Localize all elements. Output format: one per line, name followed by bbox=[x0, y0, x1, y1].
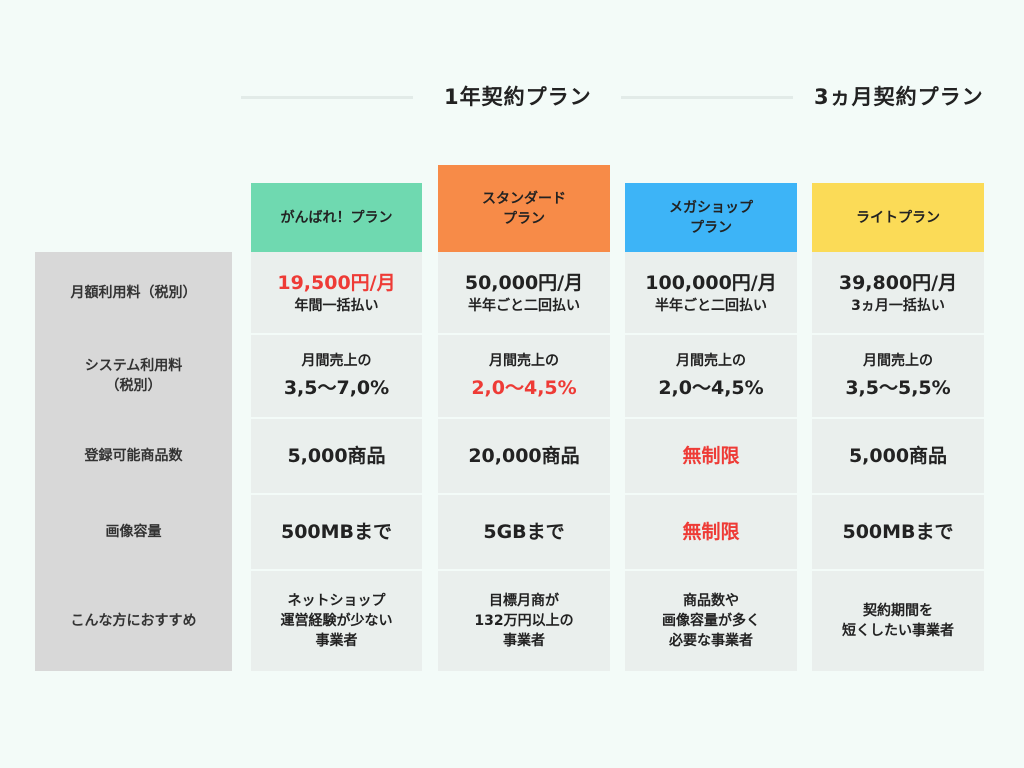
plan-header-standard: スタンダード プラン bbox=[438, 165, 610, 252]
ganbare-monthly-note: 年間一括払い bbox=[294, 297, 379, 314]
cell-lite-recommended: 契約期間を 短くしたい事業者 bbox=[812, 571, 984, 671]
cell-standard-items: 20,000商品 bbox=[438, 419, 610, 493]
plan-name-standard-1: スタンダード bbox=[482, 190, 566, 207]
cell-megashop-recommended: 商品数や 画像容量が多く 必要な事業者 bbox=[625, 571, 797, 671]
annual-group-line-right bbox=[621, 96, 793, 99]
ganbare-items: 5,000商品 bbox=[287, 445, 386, 467]
ganbare-system-rate: 3,5〜7,0% bbox=[283, 377, 390, 399]
plan-name-lite: ライトプラン bbox=[856, 209, 940, 226]
cell-ganbare-recommended: ネットショップ 運営経験が少ない 事業者 bbox=[251, 571, 422, 671]
standard-items: 20,000商品 bbox=[468, 445, 580, 467]
cell-ganbare-images: 500MBまで bbox=[251, 495, 422, 569]
lite-images: 500MBまで bbox=[842, 521, 954, 543]
standard-rec-1: 目標月商が bbox=[489, 593, 559, 609]
annual-group-line-left bbox=[241, 96, 413, 99]
plan-name-standard-2: プラン bbox=[503, 210, 545, 227]
row-label-recommended: こんな方におすすめ bbox=[70, 613, 197, 629]
row-label-images: 画像容量 bbox=[105, 524, 162, 540]
lite-rec-1: 契約期間を bbox=[863, 603, 933, 619]
quarter-plan-heading: 3ヵ月契約プラン bbox=[814, 85, 984, 109]
lite-system-note: 月間売上の bbox=[863, 353, 933, 369]
plan-header-megashop: メガショップ プラン bbox=[625, 183, 797, 252]
megashop-rec-3: 必要な事業者 bbox=[669, 633, 753, 649]
cell-standard-images: 5GBまで bbox=[438, 495, 610, 569]
lite-system-rate: 3,5〜5,5% bbox=[845, 377, 951, 399]
ganbare-images: 500MBまで bbox=[280, 521, 393, 543]
megashop-items: 無制限 bbox=[682, 445, 740, 467]
cell-megashop-system: 月間売上の 2,0〜4,5% bbox=[625, 335, 797, 417]
standard-rec-2: 132万円以上の bbox=[474, 613, 574, 629]
cell-standard-recommended: 目標月商が 132万円以上の 事業者 bbox=[438, 571, 610, 671]
lite-rec-2: 短くしたい事業者 bbox=[842, 623, 954, 639]
ganbare-rec-3: 事業者 bbox=[315, 633, 358, 649]
cell-ganbare-system: 月間売上の 3,5〜7,0% bbox=[251, 335, 422, 417]
row-label-items: 登録可能商品数 bbox=[84, 448, 183, 464]
ganbare-rec-2: 運営経験が少ない bbox=[280, 613, 393, 629]
plan-name-ganbare: がんばれ！プラン bbox=[280, 209, 393, 226]
ganbare-system-note: 月間売上の bbox=[301, 353, 372, 369]
megashop-monthly-note: 半年ごと二回払い bbox=[655, 297, 767, 314]
lite-items: 5,000商品 bbox=[848, 445, 948, 467]
plan-header-lite: ライトプラン bbox=[812, 183, 984, 252]
cell-standard-system: 月間売上の 2,0〜4,5% bbox=[438, 335, 610, 417]
standard-system-note: 月間売上の bbox=[489, 353, 559, 369]
cell-megashop-monthly: 100,000円/月 半年ごと二回払い bbox=[625, 252, 797, 333]
cell-lite-system: 月間売上の 3,5〜5,5% bbox=[812, 335, 984, 417]
cell-lite-images: 500MBまで bbox=[812, 495, 984, 569]
cell-lite-items: 5,000商品 bbox=[812, 419, 984, 493]
cell-megashop-images: 無制限 bbox=[625, 495, 797, 569]
lite-monthly-price: 39,800円/月 bbox=[838, 271, 958, 294]
standard-system-rate: 2,0〜4,5% bbox=[471, 377, 577, 399]
standard-rec-3: 事業者 bbox=[503, 633, 545, 649]
standard-monthly-price: 50,000円/月 bbox=[464, 271, 584, 294]
cell-megashop-items: 無制限 bbox=[625, 419, 797, 493]
megashop-system-rate: 2,0〜4,5% bbox=[658, 377, 764, 399]
ganbare-monthly-price: 19,500円/月 bbox=[277, 271, 396, 294]
plan-header-ganbare: がんばれ！プラン bbox=[251, 183, 422, 252]
row-label-system-fee: システム利用料 （税別） bbox=[84, 358, 183, 394]
megashop-system-note: 月間売上の bbox=[676, 353, 746, 369]
row-header-column bbox=[35, 252, 232, 671]
megashop-rec-2: 画像容量が多く bbox=[662, 613, 760, 629]
plan-name-megashop-2: プラン bbox=[690, 219, 732, 236]
annual-plan-heading: 1年契約プラン bbox=[444, 85, 592, 109]
row-label-monthly-fee: 月額利用料（税別） bbox=[70, 284, 197, 301]
standard-images: 5GBまで bbox=[483, 521, 565, 543]
cell-standard-monthly: 50,000円/月 半年ごと二回払い bbox=[438, 252, 610, 333]
cell-ganbare-items: 5,000商品 bbox=[251, 419, 422, 493]
megashop-monthly-price: 100,000円/月 bbox=[645, 271, 777, 294]
cell-ganbare-monthly: 19,500円/月 年間一括払い bbox=[251, 252, 422, 333]
plan-name-megashop-1: メガショップ bbox=[669, 199, 753, 216]
megashop-images: 無制限 bbox=[682, 521, 740, 543]
lite-monthly-note: 3ヵ月一括払い bbox=[851, 297, 945, 314]
ganbare-rec-1: ネットショップ bbox=[287, 593, 386, 609]
megashop-rec-1: 商品数や bbox=[683, 593, 739, 609]
cell-lite-monthly: 39,800円/月 3ヵ月一括払い bbox=[812, 252, 984, 333]
standard-monthly-note: 半年ごと二回払い bbox=[468, 297, 580, 314]
